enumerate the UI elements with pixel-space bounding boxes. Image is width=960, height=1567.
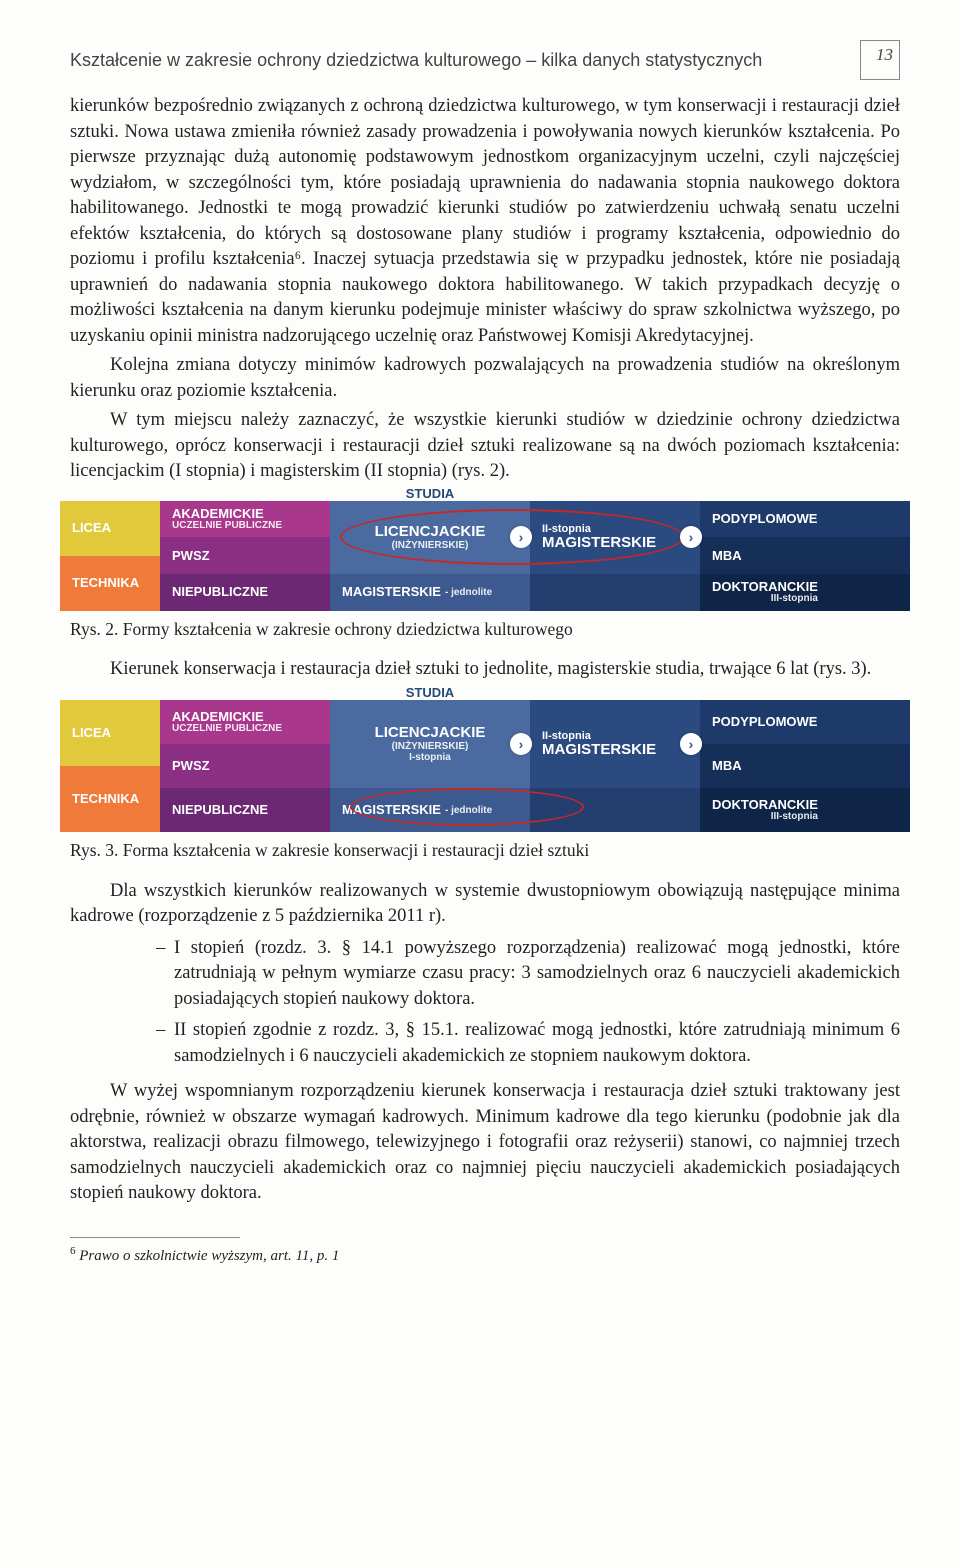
d1-col-ii-stopnia: II-stopnia MAGISTERSKIE ›	[530, 501, 700, 611]
d2-technika: TECHNIKA	[60, 766, 160, 832]
d2-akademickie: AKADEMICKIE UCZELNIE PUBLICZNE	[160, 700, 330, 744]
d2-podyplomowe: PODYPLOMOWE	[700, 700, 910, 744]
paragraph-5: Dla wszystkich kierunków realizowanych w…	[70, 879, 900, 930]
d1-pwsz: PWSZ	[160, 537, 330, 574]
bullet-item-1: I stopień (rozdz. 3. § 14.1 powyższego r…	[170, 936, 900, 1013]
paragraph-3: W tym miejscu należy zaznaczyć, że wszys…	[70, 408, 900, 485]
d2-mba: MBA	[700, 744, 910, 788]
paragraph-1: kierunków bezpośrednio związanych z ochr…	[70, 94, 900, 349]
d1-col-licea: LICEA TECHNIKA	[60, 501, 160, 611]
d1-mba: MBA	[700, 537, 910, 574]
d1-niepubliczne: NIEPUBLICZNE	[160, 574, 330, 611]
footnote-text: Prawo o szkolnictwie wyższym, art. 11, p…	[79, 1248, 339, 1264]
page-number: 13	[876, 43, 893, 66]
paragraph-4: Kierunek konserwacja i restauracja dzieł…	[70, 657, 900, 683]
d1-spacer	[530, 574, 700, 611]
bullet-list: I stopień (rozdz. 3. § 14.1 powyższego r…	[70, 936, 900, 1070]
d2-col-studia: STUDIA LICENCJACKIE (INŻYNIERSKIE) I-sto…	[330, 700, 530, 832]
d2-col-dalsze: PODYPLOMOWE MBA DOKTORANCKIE III-stopnia	[700, 700, 910, 832]
running-head: Kształcenie w zakresie ochrony dziedzict…	[70, 48, 852, 73]
caption-rys-3: Rys. 3. Forma kształcenia w zakresie kon…	[70, 838, 900, 862]
d2-licencjackie: LICENCJACKIE (INŻYNIERSKIE) I-stopnia ›	[330, 700, 530, 788]
d2-licea: LICEA	[60, 700, 160, 766]
diagram-rys-2: LICEA TECHNIKA AKADEMICKIE UCZELNIE PUBL…	[60, 501, 910, 611]
page-number-box: 13	[860, 40, 900, 80]
chevron-icon: ›	[510, 733, 532, 755]
d2-doktoranckie: DOKTORANCKIE III-stopnia	[700, 788, 910, 832]
page: Kształcenie w zakresie ochrony dziedzict…	[0, 0, 960, 1320]
paragraph-2: Kolejna zmiana dotyczy minimów kadrowych…	[70, 353, 900, 404]
d2-col-licea: LICEA TECHNIKA	[60, 700, 160, 832]
d1-magisterskie-ii: II-stopnia MAGISTERSKIE ›	[530, 501, 700, 574]
d1-licea: LICEA	[60, 501, 160, 556]
d1-akademickie: AKADEMICKIE UCZELNIE PUBLICZNE	[160, 501, 330, 538]
d2-spacer	[530, 788, 700, 832]
chevron-icon: ›	[680, 526, 702, 548]
d1-col-studia: STUDIA LICENCJACKIE (INŻYNIERSKIE) › MAG…	[330, 501, 530, 611]
footnote-separator	[70, 1237, 240, 1238]
d1-col-dalsze: PODYPLOMOWE MBA DOKTORANCKIE III-stopnia	[700, 501, 910, 611]
diagram-rys-3: LICEA TECHNIKA AKADEMICKIE UCZELNIE PUBL…	[60, 700, 910, 832]
d1-technika: TECHNIKA	[60, 556, 160, 611]
chevron-icon: ›	[510, 526, 532, 548]
d1-doktoranckie: DOKTORANCKIE III-stopnia	[700, 574, 910, 611]
d1-podyplomowe: PODYPLOMOWE	[700, 501, 910, 538]
bullet-item-2: II stopień zgodnie z rozdz. 3, § 15.1. r…	[170, 1018, 900, 1069]
paragraph-6: W wyżej wspomnianym rozporządzeniu kieru…	[70, 1079, 900, 1207]
chevron-icon: ›	[680, 733, 702, 755]
footnote-number: 6	[70, 1245, 76, 1257]
d1-magisterskie-jednolite: MAGISTERSKIE - jednolite	[330, 574, 530, 611]
d2-magisterskie-jednolite: MAGISTERSKIE - jednolite	[330, 788, 530, 832]
d1-licencjackie: LICENCJACKIE (INŻYNIERSKIE) ›	[330, 501, 530, 574]
d2-col-typ-uczelni: AKADEMICKIE UCZELNIE PUBLICZNE PWSZ NIEP…	[160, 700, 330, 832]
footnote: 6 Prawo o szkolnictwie wyższym, art. 11,…	[70, 1244, 900, 1267]
d2-col-ii-stopnia: II-stopnia MAGISTERSKIE ›	[530, 700, 700, 832]
d2-niepubliczne: NIEPUBLICZNE	[160, 788, 330, 832]
d1-col-typ-uczelni: AKADEMICKIE UCZELNIE PUBLICZNE PWSZ NIEP…	[160, 501, 330, 611]
header: Kształcenie w zakresie ochrony dziedzict…	[70, 40, 900, 80]
caption-rys-2: Rys. 2. Formy kształcenia w zakresie och…	[70, 617, 900, 641]
d2-pwsz: PWSZ	[160, 744, 330, 788]
d2-magisterskie-ii: II-stopnia MAGISTERSKIE ›	[530, 700, 700, 788]
